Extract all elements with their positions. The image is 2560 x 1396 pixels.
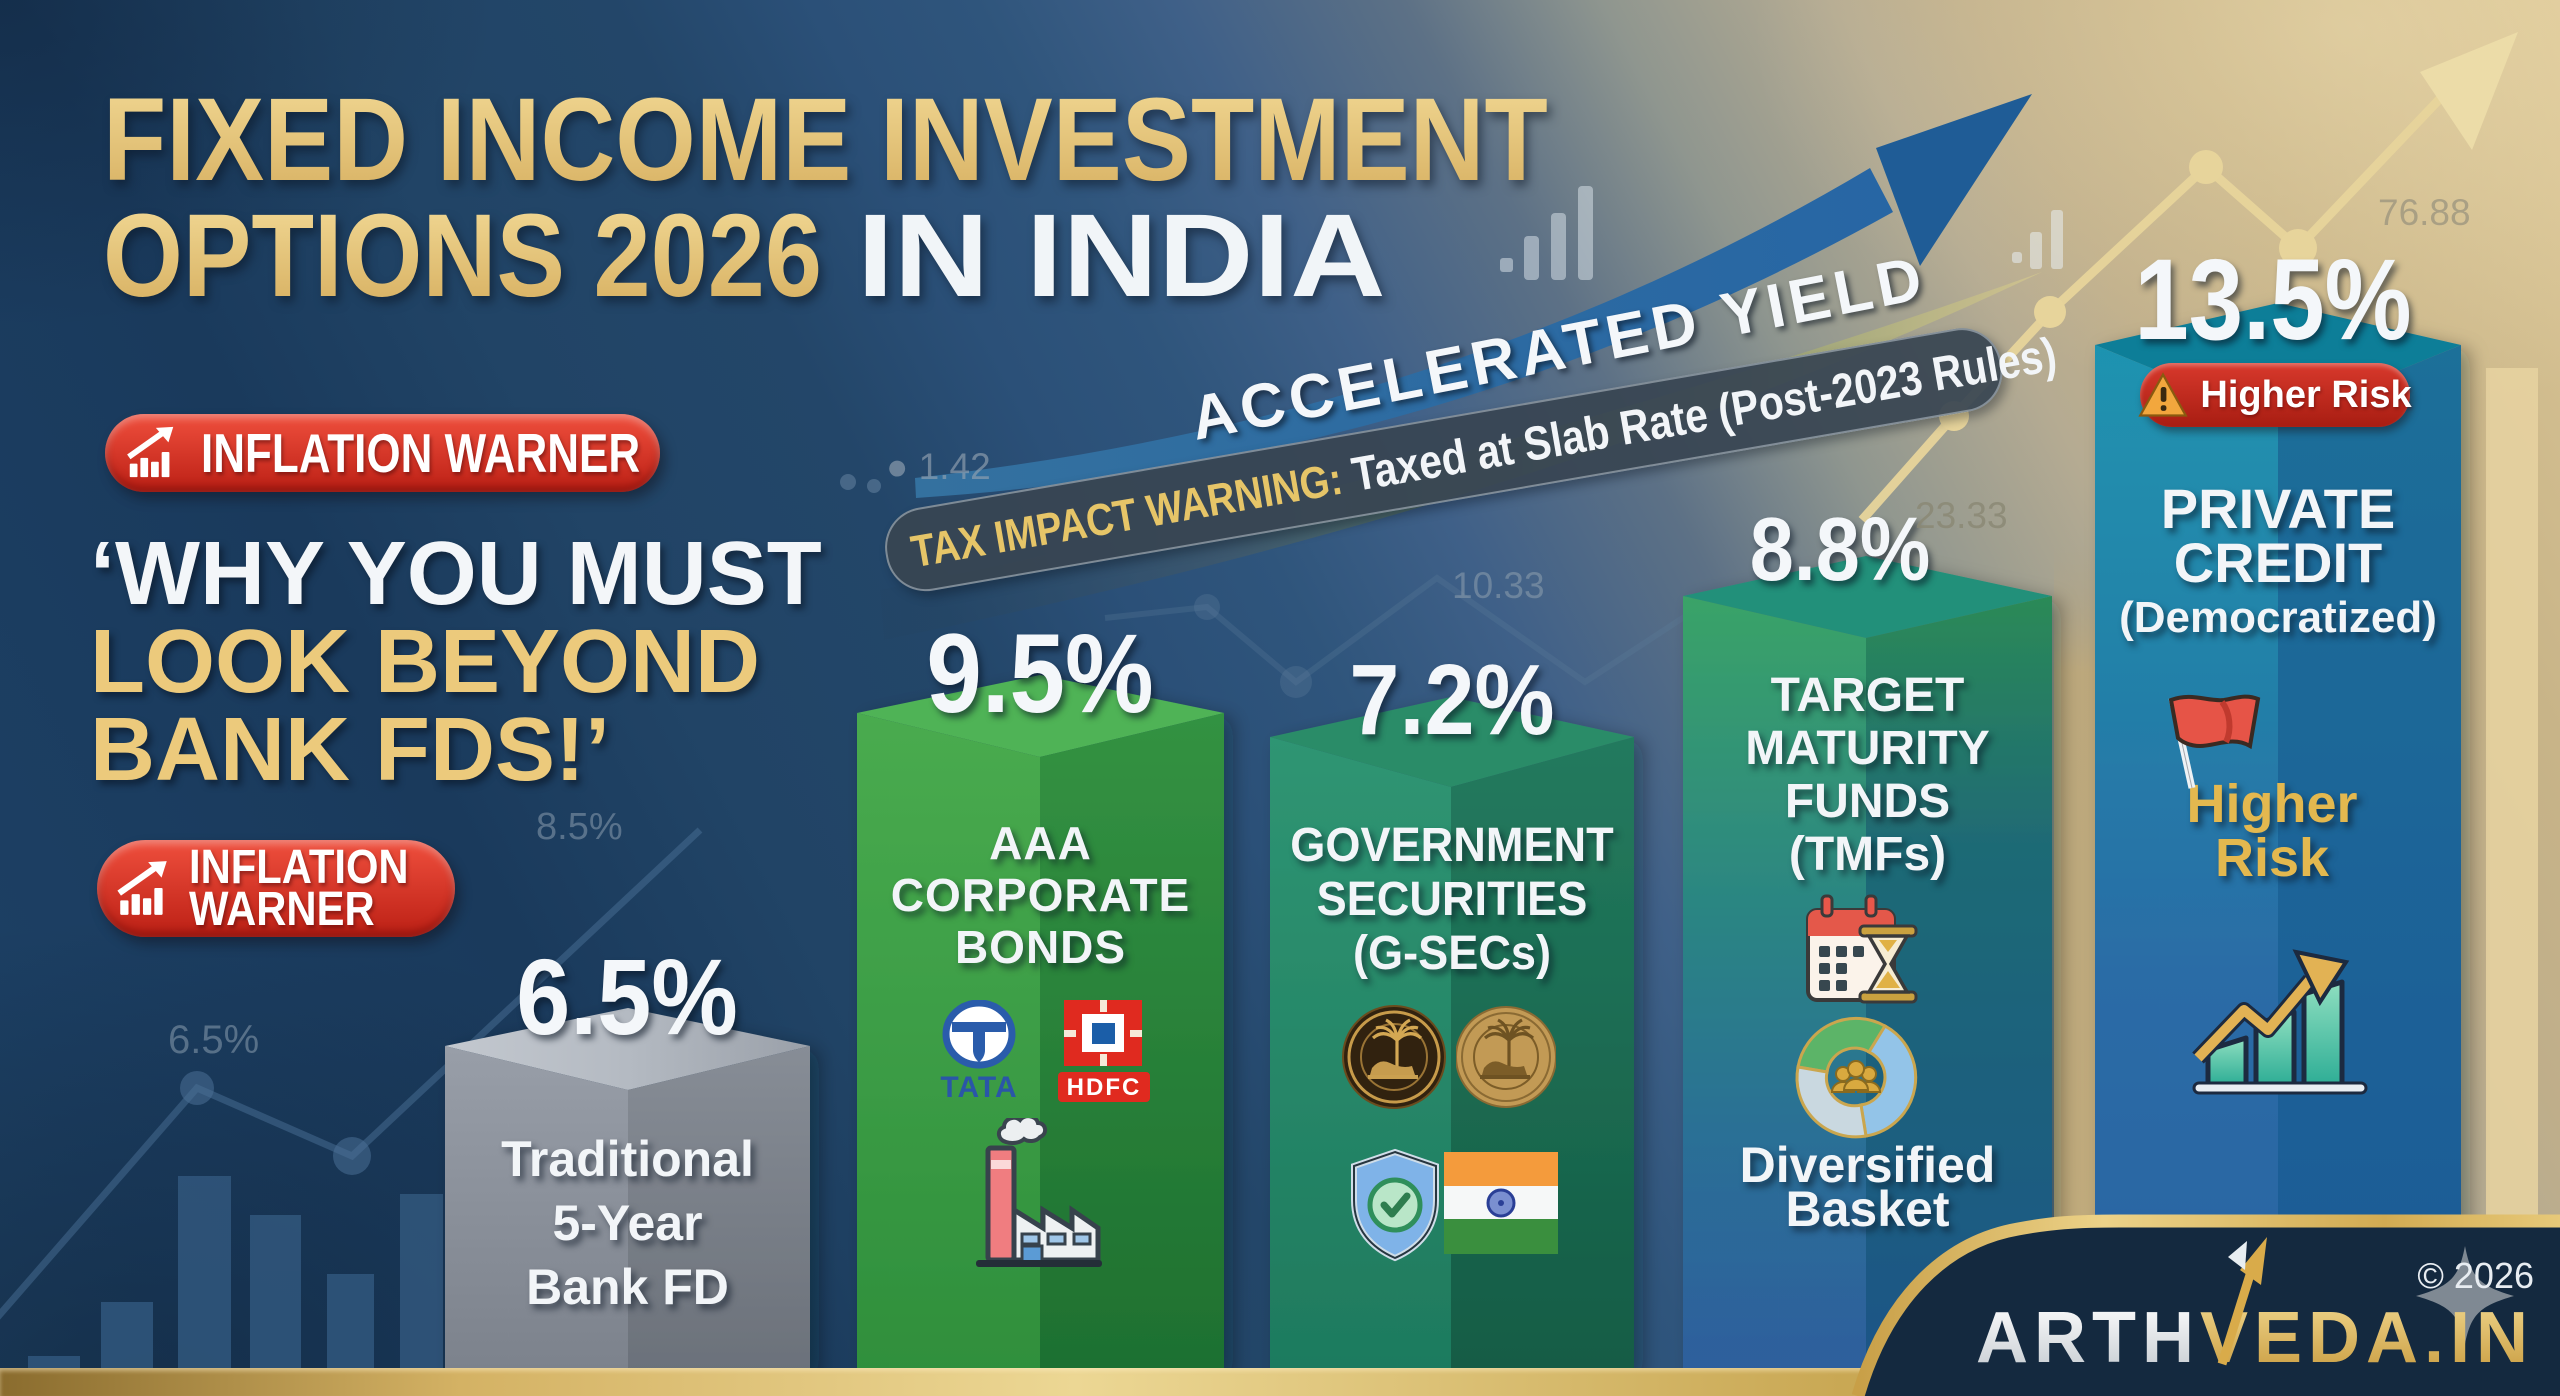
svg-text:TATA: TATA xyxy=(940,1071,1017,1104)
svg-text:ARTHVEDA.IN: ARTHVEDA.IN xyxy=(1976,1298,2534,1378)
svg-text:HDFC: HDFC xyxy=(1067,1074,1142,1101)
svg-text:© 2026: © 2026 xyxy=(2417,1255,2534,1296)
